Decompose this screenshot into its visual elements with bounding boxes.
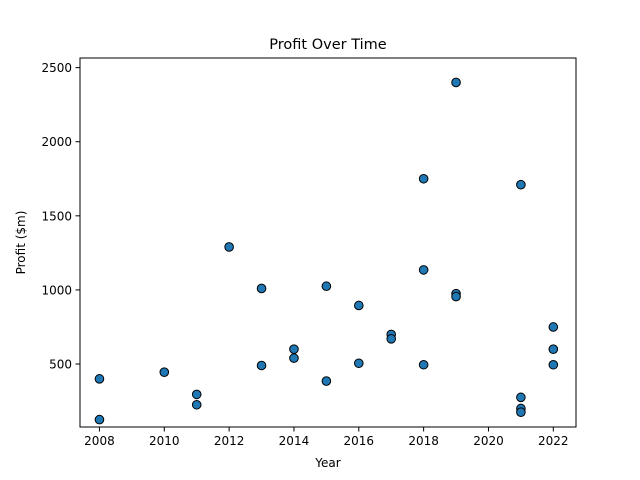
axis-ticks: 2008 2010 2012 2014 2016 2018 2020 2022 500 1000 1… [41,61,568,448]
data-point [224,242,234,252]
data-points [94,77,559,425]
data-point [451,291,461,302]
y-tick-label: 500 [49,358,72,372]
y-tick-label: 1000 [41,283,72,297]
y-tick-label: 1500 [41,209,72,223]
data-point [256,283,267,294]
x-tick-label: 2016 [344,434,375,448]
data-point [353,358,364,369]
data-point [321,281,332,292]
x-tick-label: 2010 [149,434,180,448]
data-point [289,344,299,354]
data-point [548,322,559,332]
y-tick-label: 2000 [41,135,72,149]
x-tick-label: 2022 [538,434,569,448]
data-point [159,367,170,377]
x-tick-label: 2014 [279,434,310,448]
data-point [451,77,461,88]
data-point [353,300,364,311]
data-point [256,360,267,371]
data-point [289,353,299,363]
data-point [94,374,105,384]
data-point [191,399,202,410]
chart-title: Profit Over Time [269,37,386,53]
y-tick-label: 2500 [41,61,72,75]
data-point [548,359,559,370]
data-point [321,376,332,386]
data-point [418,173,429,184]
x-tick-label: 2020 [473,434,504,448]
x-tick-label: 2008 [84,434,115,448]
data-point [418,265,429,275]
data-point [516,179,526,190]
data-point [516,407,526,417]
x-tick-label: 2018 [408,434,439,448]
data-point [516,392,526,403]
data-point [191,389,202,400]
x-axis-label: Year [314,456,340,470]
y-axis-label: Profit ($m) [14,211,28,275]
data-point [386,334,397,344]
x-tick-label: 2012 [214,434,245,448]
data-point [94,414,105,425]
plot-area-frame [79,57,577,428]
data-point [418,359,429,370]
data-point [548,344,559,354]
